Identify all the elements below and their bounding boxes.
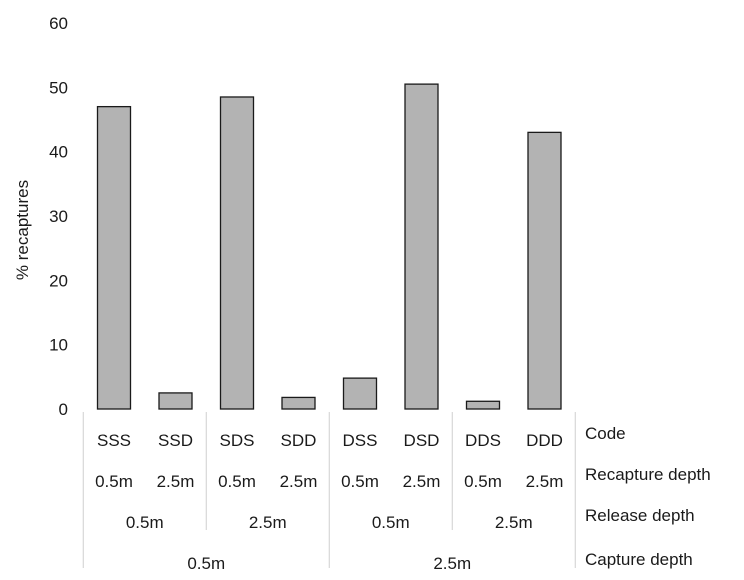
- code-label: DSS: [343, 431, 378, 450]
- row-label-recapture-depth: Recapture depth: [585, 465, 711, 484]
- bar-ddd: [527, 131, 562, 410]
- y-axis-label: % recaptures: [13, 180, 32, 280]
- capture-depth-label: 2.5m: [433, 554, 471, 573]
- capture-depth-label: 0.5m: [187, 554, 225, 573]
- recapture-depth-label: 0.5m: [464, 472, 502, 491]
- release-depth-row: 0.5m 2.5m 0.5m 2.5m: [126, 513, 533, 532]
- recapture-depth-label: 2.5m: [403, 472, 441, 491]
- y-tick-label: 20: [49, 271, 68, 290]
- recapture-depth-row: 0.5m 2.5m 0.5m 2.5m 0.5m 2.5m 0.5m 2.5m: [95, 472, 563, 491]
- code-row: SSS SSD SDS SDD DSS DSD DDS DDD: [97, 431, 563, 450]
- code-label: SDD: [281, 431, 317, 450]
- bar-sss: [96, 105, 132, 410]
- code-label: DDS: [465, 431, 501, 450]
- code-label: DDD: [526, 431, 563, 450]
- recapture-depth-label: 0.5m: [341, 472, 379, 491]
- row-label-release-depth: Release depth: [585, 506, 695, 525]
- bar-sds: [219, 96, 255, 410]
- row-label-capture-depth: Capture depth: [585, 550, 693, 569]
- code-label: SSD: [158, 431, 193, 450]
- bar-sdd: [281, 396, 316, 410]
- capture-depth-row: 0.5m 2.5m: [187, 554, 471, 573]
- recapture-depth-label: 2.5m: [157, 472, 195, 491]
- y-tick-label: 50: [49, 78, 68, 97]
- bars: [96, 83, 562, 410]
- y-tick-label: 60: [49, 14, 68, 33]
- recapture-depth-label: 0.5m: [218, 472, 256, 491]
- group-separators: [82, 412, 576, 568]
- y-tick-label: 40: [49, 143, 68, 162]
- bar-ssd: [158, 392, 193, 410]
- y-tick-label: 30: [49, 207, 68, 226]
- release-depth-label: 0.5m: [372, 513, 410, 532]
- recapture-depth-label: 0.5m: [95, 472, 133, 491]
- y-ticks: 0 10 20 30 40 50 60: [49, 14, 68, 419]
- y-tick-label: 0: [59, 400, 68, 419]
- y-tick-label: 10: [49, 336, 68, 355]
- release-depth-label: 2.5m: [495, 513, 533, 532]
- release-depth-label: 2.5m: [249, 513, 287, 532]
- code-label: DSD: [404, 431, 440, 450]
- recapture-depth-label: 2.5m: [280, 472, 318, 491]
- release-depth-label: 0.5m: [126, 513, 164, 532]
- bar-dsd: [404, 83, 439, 410]
- code-label: SDS: [220, 431, 255, 450]
- bar-dss: [342, 377, 378, 410]
- row-label-code: Code: [585, 424, 626, 443]
- recapture-depth-label: 2.5m: [526, 472, 564, 491]
- code-label: SSS: [97, 431, 131, 450]
- bar-dds: [465, 400, 501, 410]
